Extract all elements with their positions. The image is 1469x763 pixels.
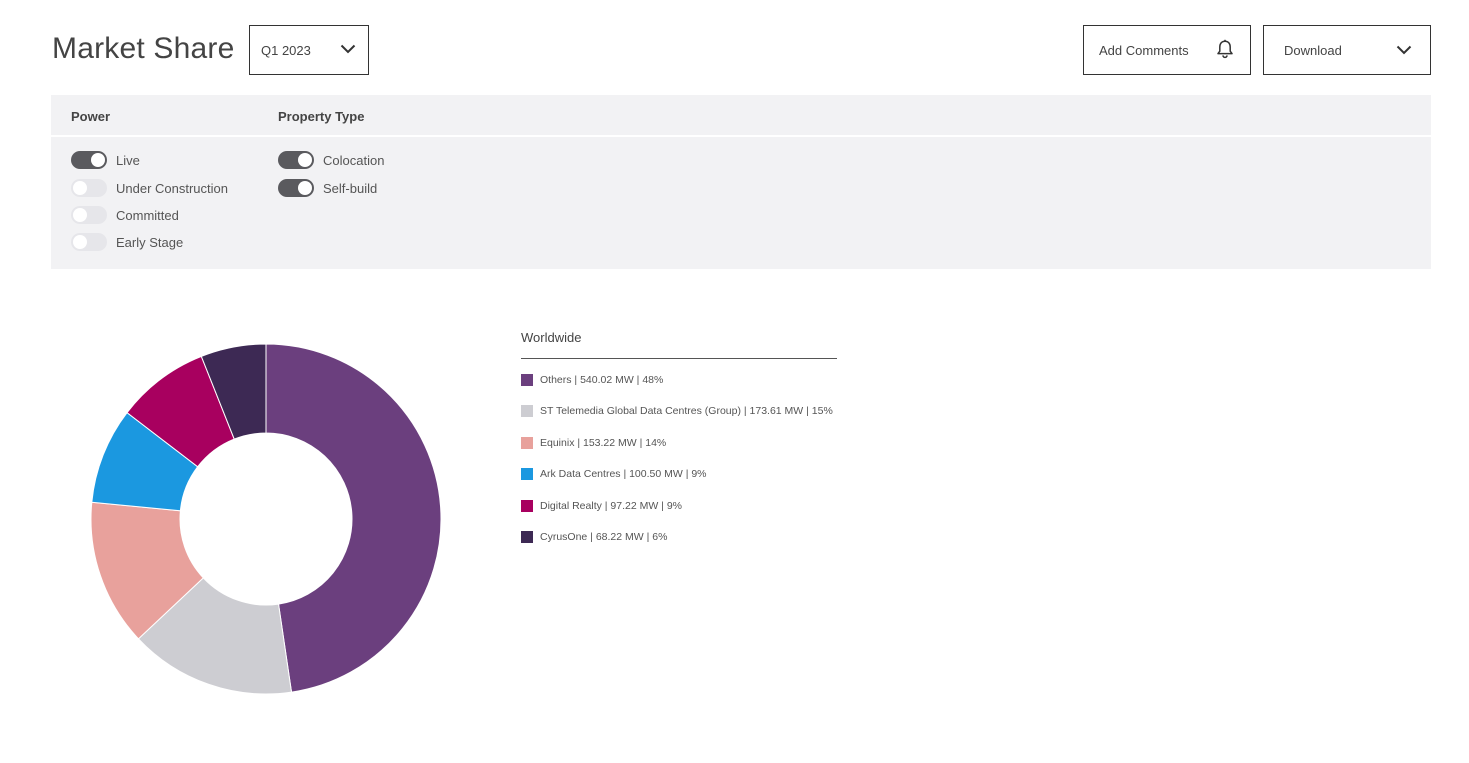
legend-item[interactable]: Equinix | 153.22 MW | 14% bbox=[521, 427, 837, 459]
download-button[interactable]: Download bbox=[1263, 25, 1431, 75]
bell-icon bbox=[1216, 39, 1234, 62]
toggle-committed[interactable]: Committed bbox=[71, 206, 179, 224]
page-title: Market Share bbox=[52, 32, 235, 65]
toggle-switch[interactable] bbox=[71, 233, 107, 251]
toggle-label: Committed bbox=[116, 207, 179, 223]
donut-slice-others[interactable] bbox=[265, 343, 442, 693]
donut-slice-cyrusone[interactable] bbox=[200, 343, 267, 440]
power-filter-title: Power bbox=[71, 109, 111, 124]
chevron-down-icon bbox=[1396, 43, 1412, 58]
legend-label: ST Telemedia Global Data Centres (Group)… bbox=[540, 405, 833, 418]
legend-label: Ark Data Centres | 100.50 MW | 9% bbox=[540, 468, 707, 481]
legend-label: Digital Realty | 97.22 MW | 9% bbox=[540, 499, 683, 512]
legend-title: Worldwide bbox=[521, 330, 837, 359]
toggle-early-stage[interactable]: Early Stage bbox=[71, 233, 183, 251]
property-type-filter-title: Property Type bbox=[278, 109, 365, 124]
toggle-switch[interactable] bbox=[71, 151, 107, 169]
add-comments-button[interactable]: Add Comments bbox=[1083, 25, 1251, 75]
legend-swatch bbox=[521, 436, 533, 449]
legend-label: Others | 540.02 MW | 48% bbox=[540, 373, 664, 386]
toggle-label: Colocation bbox=[323, 152, 385, 168]
legend-item[interactable]: Digital Realty | 97.22 MW | 9% bbox=[521, 490, 837, 522]
filters-panel: Power Property Type Live Under Construct… bbox=[51, 95, 1431, 269]
toggle-label: Under Construction bbox=[116, 180, 228, 196]
market-share-donut-chart bbox=[90, 343, 442, 695]
legend-item[interactable]: ST Telemedia Global Data Centres (Group)… bbox=[521, 396, 837, 428]
chevron-down-icon bbox=[340, 41, 356, 59]
toggle-live[interactable]: Live bbox=[71, 151, 140, 169]
toggle-label: Early Stage bbox=[116, 234, 184, 250]
legend-swatch bbox=[521, 405, 533, 418]
filters-header: Power Property Type bbox=[51, 95, 1431, 137]
legend-swatch bbox=[521, 531, 533, 544]
chart-legend: Worldwide Others | 540.02 MW | 48% ST Tel… bbox=[521, 330, 837, 553]
toggle-self-build[interactable]: Self-build bbox=[278, 179, 377, 197]
toggle-colocation[interactable]: Colocation bbox=[278, 151, 384, 169]
toggle-label: Self-build bbox=[323, 180, 378, 196]
download-label: Download bbox=[1284, 42, 1342, 58]
add-comments-label: Add Comments bbox=[1099, 42, 1189, 58]
donut-svg bbox=[90, 343, 442, 695]
toggle-switch[interactable] bbox=[71, 206, 107, 224]
legend-label: Equinix | 153.22 MW | 14% bbox=[540, 436, 667, 449]
period-select-value: Q1 2023 bbox=[261, 42, 311, 58]
donut-slice-st-telemedia-global-data-centres-group[interactable] bbox=[137, 577, 293, 695]
legend-item[interactable]: CyrusOne | 68.22 MW | 6% bbox=[521, 522, 837, 554]
legend-item[interactable]: Ark Data Centres | 100.50 MW | 9% bbox=[521, 459, 837, 491]
legend-label: CyrusOne | 68.22 MW | 6% bbox=[540, 531, 668, 544]
toggle-switch[interactable] bbox=[71, 179, 107, 197]
period-select[interactable]: Q1 2023 bbox=[249, 25, 369, 75]
legend-item[interactable]: Others | 540.02 MW | 48% bbox=[521, 364, 837, 396]
toggle-label: Live bbox=[116, 152, 140, 168]
toggle-switch[interactable] bbox=[278, 179, 314, 197]
toggle-under-construction[interactable]: Under Construction bbox=[71, 179, 228, 197]
legend-swatch bbox=[521, 499, 533, 512]
toggle-switch[interactable] bbox=[278, 151, 314, 169]
legend-swatch bbox=[521, 373, 533, 386]
legend-swatch bbox=[521, 468, 533, 481]
